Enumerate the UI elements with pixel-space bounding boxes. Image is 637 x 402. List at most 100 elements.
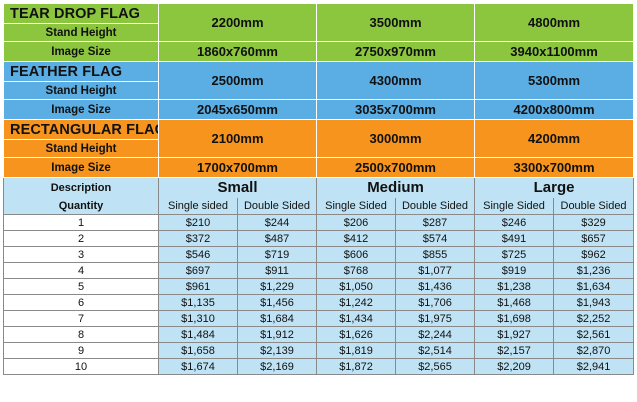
feather-image-label: Image Size — [3, 99, 159, 120]
quantity-cell: 8 — [3, 326, 159, 343]
price-cell: $210 — [158, 214, 238, 231]
price-cell: $1,927 — [474, 326, 555, 343]
price-cell: $1,484 — [158, 326, 238, 343]
price-cell: $855 — [395, 246, 476, 263]
price-cell: $2,252 — [553, 310, 635, 327]
size-small-heading: Small — [157, 177, 318, 198]
teardrop-title: TEAR DROP FLAG — [3, 3, 159, 24]
rectangular-height-medium: 3000mm — [316, 119, 476, 158]
quantity-cell: 7 — [3, 310, 159, 327]
side-label: Double Sided — [553, 197, 635, 215]
price-cell: $2,139 — [236, 342, 318, 359]
price-cell: $1,975 — [395, 310, 476, 327]
price-cell: $1,229 — [236, 278, 318, 295]
price-cell: $1,943 — [553, 294, 635, 311]
feather-title: FEATHER FLAG — [3, 61, 159, 82]
price-cell: $697 — [158, 262, 238, 279]
table-row: 7 $1,310 $1,684 $1,434 $1,975 $1,698 $2,… — [3, 310, 635, 327]
quantity-cell: 3 — [3, 246, 159, 263]
teardrop-height-medium: 3500mm — [316, 3, 476, 42]
feather-size-medium: 3035x700mm — [316, 99, 476, 120]
price-cell: $2,244 — [395, 326, 476, 343]
rectangular-height-small: 2100mm — [157, 119, 318, 158]
price-cell: $2,870 — [553, 342, 635, 359]
price-cell: $1,135 — [158, 294, 238, 311]
rectangular-size-large: 3300x700mm — [474, 157, 635, 178]
price-cell: $2,169 — [236, 358, 318, 375]
quantity-cell: 10 — [3, 358, 159, 375]
table-row: 4 $697 $911 $768 $1,077 $919 $1,236 — [3, 262, 635, 279]
price-cell: $2,157 — [474, 342, 555, 359]
side-label: Single Sided — [316, 197, 397, 215]
price-cell: $574 — [395, 230, 476, 247]
price-cell: $2,941 — [553, 358, 635, 375]
teardrop-size-medium: 2750x970mm — [316, 41, 476, 62]
price-cell: $1,050 — [316, 278, 397, 295]
feather-size-large: 4200x800mm — [474, 99, 635, 120]
price-cell: $919 — [474, 262, 555, 279]
teardrop-stand-label: Stand Height — [3, 23, 159, 42]
flag-pricing-sheet: TEAR DROP FLAG 2200mm 3500mm 4800mm Stan… — [3, 3, 635, 375]
table-row: 3 $546 $719 $606 $855 $725 $962 — [3, 246, 635, 263]
price-cell: $1,706 — [395, 294, 476, 311]
pricing-header: Description Small Medium Large Quantity … — [3, 177, 635, 215]
feather-stand-label: Stand Height — [3, 81, 159, 100]
rectangular-size-small: 1700x700mm — [157, 157, 318, 178]
table-row: 1 $210 $244 $206 $287 $246 $329 — [3, 214, 635, 231]
price-cell: $1,456 — [236, 294, 318, 311]
teardrop-section: TEAR DROP FLAG 2200mm 3500mm 4800mm Stan… — [3, 3, 635, 62]
quantity-cell: 4 — [3, 262, 159, 279]
price-cell: $412 — [316, 230, 397, 247]
price-cell: $287 — [395, 214, 476, 231]
price-cell: $1,634 — [553, 278, 635, 295]
feather-height-small: 2500mm — [157, 61, 318, 100]
price-cell: $1,698 — [474, 310, 555, 327]
price-cell: $1,674 — [158, 358, 238, 375]
price-cell: $962 — [553, 246, 635, 263]
teardrop-height-small: 2200mm — [157, 3, 318, 42]
price-cell: $1,310 — [158, 310, 238, 327]
price-cell: $329 — [553, 214, 635, 231]
price-cell: $2,565 — [395, 358, 476, 375]
price-cell: $961 — [158, 278, 238, 295]
price-cell: $206 — [316, 214, 397, 231]
feather-height-medium: 4300mm — [316, 61, 476, 100]
price-cell: $2,514 — [395, 342, 476, 359]
quantity-cell: 2 — [3, 230, 159, 247]
price-cell: $725 — [474, 246, 555, 263]
price-cell: $1,434 — [316, 310, 397, 327]
side-label: Double Sided — [236, 197, 318, 215]
price-cell: $1,238 — [474, 278, 555, 295]
side-label: Single sided — [158, 197, 238, 215]
table-row: 6 $1,135 $1,456 $1,242 $1,706 $1,468 $1,… — [3, 294, 635, 311]
price-cell: $1,077 — [395, 262, 476, 279]
feather-section: FEATHER FLAG 2500mm 4300mm 5300mm Stand … — [3, 61, 635, 120]
price-cell: $1,819 — [316, 342, 397, 359]
rectangular-section: RECTANGULAR FLAG 2100mm 3000mm 4200mm St… — [3, 119, 635, 178]
rectangular-height-large: 4200mm — [474, 119, 635, 158]
table-row: 10 $1,674 $2,169 $1,872 $2,565 $2,209 $2… — [3, 358, 635, 375]
price-cell: $1,242 — [316, 294, 397, 311]
price-cell: $1,236 — [553, 262, 635, 279]
feather-size-small: 2045x650mm — [157, 99, 318, 120]
price-cell: $487 — [236, 230, 318, 247]
rectangular-size-medium: 2500x700mm — [316, 157, 476, 178]
rectangular-title: RECTANGULAR FLAG — [3, 119, 159, 140]
side-label: Double Sided — [395, 197, 476, 215]
quantity-cell: 9 — [3, 342, 159, 359]
price-cell: $911 — [236, 262, 318, 279]
price-cell: $244 — [236, 214, 318, 231]
price-cell: $491 — [474, 230, 555, 247]
rectangular-stand-label: Stand Height — [3, 139, 159, 158]
price-cell: $1,626 — [316, 326, 397, 343]
flag-table: TEAR DROP FLAG 2200mm 3500mm 4800mm Stan… — [3, 3, 635, 375]
price-cell: $768 — [316, 262, 397, 279]
price-cell: $1,468 — [474, 294, 555, 311]
table-row: 2 $372 $487 $412 $574 $491 $657 — [3, 230, 635, 247]
price-cell: $372 — [158, 230, 238, 247]
size-medium-heading: Medium — [316, 177, 476, 198]
rectangular-image-label: Image Size — [3, 157, 159, 178]
price-cell: $606 — [316, 246, 397, 263]
table-row: 8 $1,484 $1,912 $1,626 $2,244 $1,927 $2,… — [3, 326, 635, 343]
quantity-cell: 1 — [3, 214, 159, 231]
